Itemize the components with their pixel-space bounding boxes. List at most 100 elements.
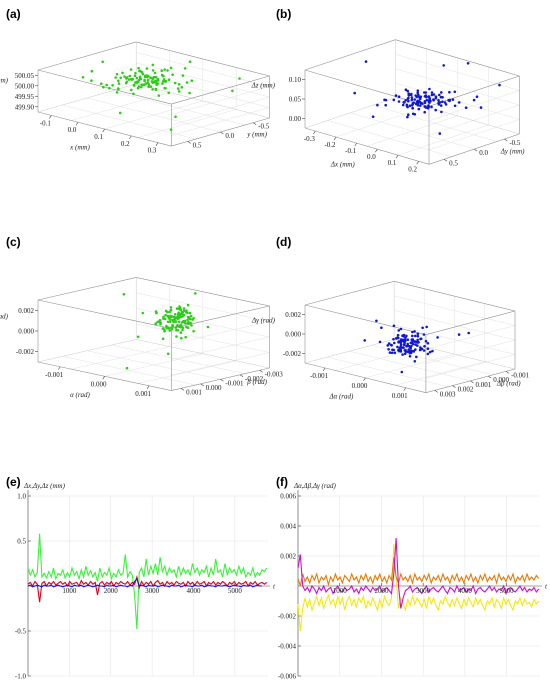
- data-point: [181, 326, 185, 330]
- data-point: [105, 83, 108, 87]
- data-point: [376, 103, 379, 107]
- data-point: [393, 341, 396, 345]
- box-edge: [136, 339, 270, 369]
- data-point: [183, 319, 187, 323]
- data-point: [392, 337, 395, 341]
- data-point: [136, 86, 140, 90]
- y-axis-label: y (mm): [246, 131, 267, 139]
- y-tick-mark: [239, 374, 244, 378]
- data-point: [414, 343, 417, 346]
- y-tick-label: -0.004: [278, 643, 297, 651]
- data-point: [419, 347, 423, 351]
- data-point: [440, 110, 443, 114]
- data-point: [411, 334, 414, 338]
- data-point: [180, 324, 183, 328]
- box-edge: [395, 39, 520, 77]
- data-point: [175, 307, 179, 310]
- data-point: [400, 370, 404, 374]
- data-point: [174, 320, 178, 323]
- data-point: [177, 90, 181, 93]
- data-point: [419, 337, 423, 341]
- data-point: [143, 78, 146, 82]
- data-point: [391, 348, 394, 352]
- x-tick-label: 0.2: [121, 140, 130, 148]
- data-point: [170, 326, 173, 329]
- data-point: [453, 104, 457, 108]
- data-point: [157, 94, 161, 97]
- data-point: [161, 327, 165, 330]
- panel-label-d: (d): [276, 235, 291, 249]
- gridline: [425, 325, 516, 350]
- data-point: [124, 81, 128, 85]
- data-point: [154, 87, 158, 91]
- gridline: [171, 96, 270, 126]
- data-point: [413, 330, 416, 333]
- data-point: [164, 87, 167, 90]
- x-tick-mark: [146, 385, 150, 389]
- gridline: [350, 112, 475, 150]
- data-point: [457, 101, 461, 104]
- y-tick-label: 0.000: [493, 376, 509, 384]
- data-point: [129, 68, 133, 71]
- x-tick-label: 0.1: [94, 133, 103, 141]
- data-point: [421, 326, 424, 330]
- data-point: [424, 339, 428, 343]
- y-tick-label: -0.5: [509, 139, 521, 147]
- y-tick-label: 1.0: [17, 493, 26, 501]
- data-point: [410, 96, 414, 99]
- x-axis-label: t: [545, 583, 548, 591]
- x-tick-label: 0.001: [392, 392, 408, 400]
- box-edge: [304, 97, 396, 129]
- data-point: [156, 79, 160, 82]
- gridline: [394, 295, 516, 326]
- data-point: [192, 329, 195, 333]
- data-point: [425, 106, 429, 109]
- y-tick-mark: [452, 385, 456, 388]
- y-axis-label: Δβ (rad): [496, 380, 521, 388]
- z-tick-label: 499.95: [15, 93, 35, 101]
- data-point: [192, 317, 195, 320]
- data-point: [399, 348, 403, 352]
- box-edge: [37, 277, 137, 301]
- data-point: [475, 95, 479, 98]
- x-tick-label: 0.001: [135, 390, 151, 398]
- y-tick-mark: [470, 380, 474, 384]
- data-point: [167, 78, 171, 81]
- y-tick-mark: [200, 383, 204, 387]
- data-point: [416, 99, 420, 103]
- data-point: [188, 91, 191, 95]
- data-point: [185, 81, 189, 84]
- y-tick-label: 0.5: [193, 141, 202, 149]
- data-point: [375, 319, 378, 323]
- data-point: [411, 107, 415, 110]
- data-point: [364, 60, 368, 63]
- data-point: [151, 63, 155, 67]
- series-line-2: [27, 577, 262, 588]
- data-point: [404, 348, 407, 352]
- data-point: [166, 314, 170, 318]
- data-point: [166, 352, 170, 356]
- data-point: [116, 87, 120, 90]
- y-tick-mark: [220, 131, 224, 135]
- y-tick-mark: [474, 148, 478, 152]
- x-tick-label: 0.0: [68, 126, 77, 134]
- data-point: [115, 91, 119, 94]
- box-edge: [136, 277, 270, 307]
- data-point: [169, 308, 173, 312]
- data-point: [430, 91, 434, 94]
- box-edge: [171, 305, 270, 329]
- data-point: [401, 353, 404, 356]
- data-point: [118, 111, 122, 115]
- series-line-1: [297, 557, 540, 587]
- x-tick-label: 1000: [62, 587, 77, 595]
- data-point: [169, 320, 172, 324]
- x-tick-mark: [354, 142, 357, 147]
- panel-label-a: (a): [6, 7, 21, 21]
- gridline: [395, 361, 485, 386]
- data-point: [134, 72, 137, 75]
- data-point: [430, 105, 433, 109]
- data-point: [178, 305, 181, 308]
- data-point: [425, 98, 429, 102]
- data-point: [426, 347, 430, 351]
